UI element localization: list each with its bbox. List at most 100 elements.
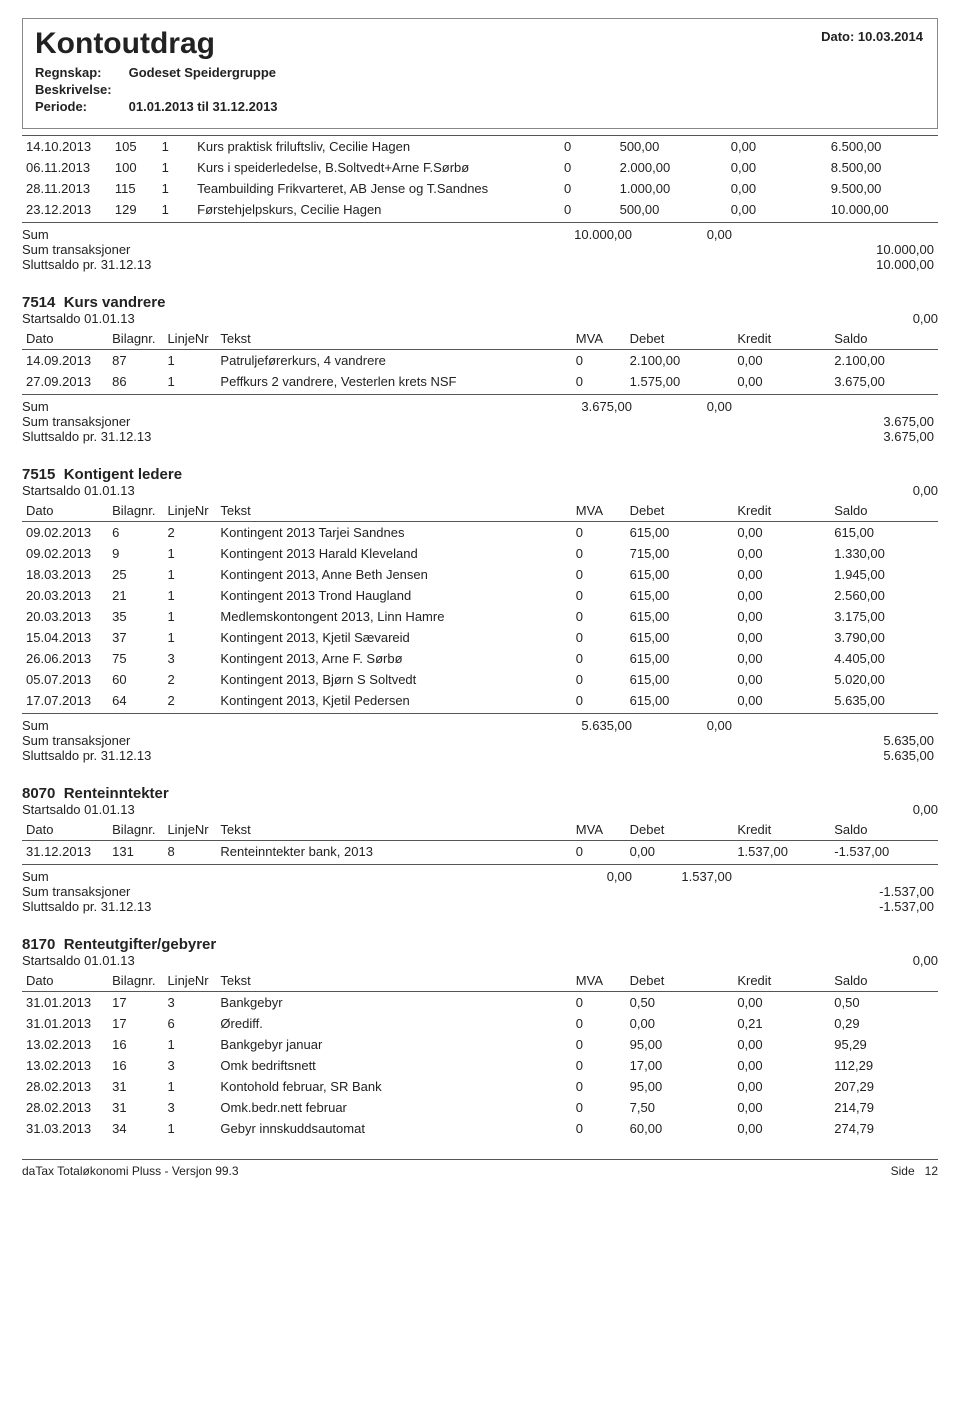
footer-page: 12 xyxy=(925,1164,938,1178)
cell-dato: 05.07.2013 xyxy=(22,669,108,690)
sum-label: Sum xyxy=(22,718,492,733)
cell-dato: 20.03.2013 xyxy=(22,585,108,606)
cell-linje: 2 xyxy=(163,522,216,544)
cell-bilag: 17 xyxy=(108,1013,163,1034)
cell-tekst: Kurs praktisk friluftsliv, Cecilie Hagen xyxy=(193,136,560,158)
regnskap-label: Regnskap: xyxy=(35,65,125,80)
cell-tekst: Kontingent 2013, Arne F. Sørbø xyxy=(216,648,571,669)
col-mva: MVA xyxy=(572,819,626,841)
col-mva: MVA xyxy=(572,500,626,522)
cell-mva: 0 xyxy=(572,627,626,648)
cell-dato: 28.02.2013 xyxy=(22,1097,108,1118)
cell-mva: 0 xyxy=(572,606,626,627)
col-dato: Dato xyxy=(22,328,108,350)
cell-dato: 31.01.2013 xyxy=(22,992,108,1014)
table-row: 20.03.2013351Medlemskontongent 2013, Lin… xyxy=(22,606,938,627)
cell-mva: 0 xyxy=(572,1055,626,1076)
col-dato: Dato xyxy=(22,819,108,841)
col-kredit: Kredit xyxy=(733,970,830,992)
cell-saldo: 3.790,00 xyxy=(830,627,938,648)
cell-tekst: Peffkurs 2 vandrere, Vesterlen krets NSF xyxy=(216,371,571,392)
report-date: Dato: 10.03.2014 xyxy=(821,29,923,44)
table-row: 28.11.20131151Teambuilding Frikvarteret,… xyxy=(22,178,938,199)
cell-linje: 6 xyxy=(163,1013,216,1034)
cell-kredit: 0,00 xyxy=(733,1055,830,1076)
cell-mva: 0 xyxy=(572,585,626,606)
cell-bilag: 9 xyxy=(108,543,163,564)
cell-bilag: 6 xyxy=(108,522,163,544)
cell-debet: 615,00 xyxy=(626,690,734,711)
cell-kredit: 0,00 xyxy=(727,136,827,158)
cell-dato: 06.11.2013 xyxy=(22,157,111,178)
cell-linje: 1 xyxy=(163,371,216,392)
cell-kredit: 0,00 xyxy=(733,606,830,627)
cell-mva: 0 xyxy=(572,543,626,564)
col-tekst: Tekst xyxy=(216,819,571,841)
cell-saldo: 2.560,00 xyxy=(830,585,938,606)
cell-linje: 3 xyxy=(163,1097,216,1118)
cell-saldo: -1.537,00 xyxy=(830,841,938,863)
cell-debet: 0,50 xyxy=(626,992,734,1014)
cell-saldo: 5.635,00 xyxy=(830,690,938,711)
cell-mva: 0 xyxy=(572,648,626,669)
col-kredit: Kredit xyxy=(733,819,830,841)
sum-label: Sum xyxy=(22,399,492,414)
sum-debet: 3.675,00 xyxy=(492,399,632,414)
table-row: 20.03.2013211Kontingent 2013 Trond Haugl… xyxy=(22,585,938,606)
col-bilag: Bilagnr. xyxy=(108,819,163,841)
col-bilag: Bilagnr. xyxy=(108,328,163,350)
cell-saldo: 2.100,00 xyxy=(830,350,938,372)
col-dato: Dato xyxy=(22,500,108,522)
col-tekst: Tekst xyxy=(216,500,571,522)
cell-linje: 3 xyxy=(163,992,216,1014)
start-balance-row: Startsaldo 01.01.130,00 xyxy=(22,483,938,498)
cell-kredit: 0,00 xyxy=(727,178,827,199)
sum-trans-label: Sum transaksjoner xyxy=(22,242,492,257)
page-footer: daTax Totaløkonomi Pluss - Versjon 99.3 … xyxy=(22,1159,938,1178)
table-row: 23.12.20131291Førstehjelpskurs, Cecilie … xyxy=(22,199,938,220)
start-label: Startsaldo 01.01.13 xyxy=(22,311,135,326)
cell-mva: 0 xyxy=(572,1013,626,1034)
sum-kredit: 0,00 xyxy=(632,399,732,414)
cell-dato: 31.01.2013 xyxy=(22,1013,108,1034)
cell-mva: 0 xyxy=(572,1118,626,1139)
cell-saldo: 95,29 xyxy=(830,1034,938,1055)
sum-kredit: 1.537,00 xyxy=(632,869,732,884)
cell-saldo: 0,29 xyxy=(830,1013,938,1034)
cell-dato: 20.03.2013 xyxy=(22,606,108,627)
slutt-value: 5.635,00 xyxy=(732,748,938,763)
beskrivelse-label: Beskrivelse: xyxy=(35,82,125,97)
cell-linje: 1 xyxy=(163,543,216,564)
cell-saldo: 10.000,00 xyxy=(827,199,938,220)
table-row: 31.12.20131318Renteinntekter bank, 20130… xyxy=(22,841,938,863)
cell-debet: 95,00 xyxy=(626,1076,734,1097)
slutt-value: -1.537,00 xyxy=(732,899,938,914)
col-linje: LinjeNr xyxy=(163,328,216,350)
cell-linje: 1 xyxy=(163,564,216,585)
col-mva: MVA xyxy=(572,328,626,350)
column-header-row: DatoBilagnr.LinjeNrTekstMVADebetKreditSa… xyxy=(22,819,938,841)
sum-trans-value: 3.675,00 xyxy=(732,414,938,429)
cell-saldo: 207,29 xyxy=(830,1076,938,1097)
cell-kredit: 0,00 xyxy=(733,543,830,564)
cell-bilag: 17 xyxy=(108,992,163,1014)
cell-saldo: 6.500,00 xyxy=(827,136,938,158)
cell-mva: 0 xyxy=(560,199,616,220)
cell-dato: 26.06.2013 xyxy=(22,648,108,669)
cell-linje: 1 xyxy=(163,350,216,372)
cell-tekst: Kontingent 2013, Kjetil Sævareid xyxy=(216,627,571,648)
cell-mva: 0 xyxy=(572,669,626,690)
slutt-label: Sluttsaldo pr. 31.12.13 xyxy=(22,257,492,272)
sum-trans-label: Sum transaksjoner xyxy=(22,884,492,899)
table-row: 05.07.2013602Kontingent 2013, Bjørn S So… xyxy=(22,669,938,690)
col-saldo: Saldo xyxy=(830,819,938,841)
footer-side-label: Side xyxy=(891,1164,915,1178)
col-linje: LinjeNr xyxy=(163,970,216,992)
cell-mva: 0 xyxy=(560,136,616,158)
cell-linje: 1 xyxy=(163,606,216,627)
cell-tekst: Omk.bedr.nett februar xyxy=(216,1097,571,1118)
start-balance-row: Startsaldo 01.01.130,00 xyxy=(22,311,938,326)
start-value: 0,00 xyxy=(913,953,938,968)
sum-debet: 10.000,00 xyxy=(492,227,632,242)
sum-block: Sum0,001.537,00Sum transaksjoner-1.537,0… xyxy=(22,864,938,914)
